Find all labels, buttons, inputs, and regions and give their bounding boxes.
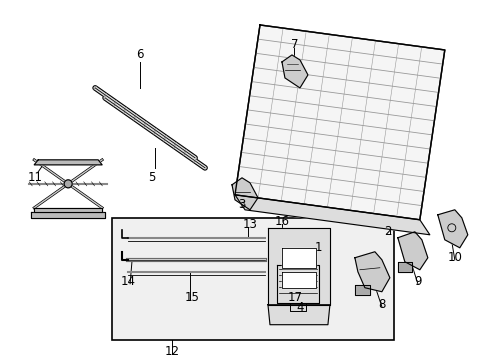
Text: 2: 2 [384, 225, 391, 238]
Polygon shape [235, 25, 444, 220]
Polygon shape [354, 252, 389, 292]
Polygon shape [34, 208, 102, 212]
Polygon shape [397, 232, 427, 270]
Text: 8: 8 [377, 298, 385, 311]
Polygon shape [267, 305, 329, 325]
Polygon shape [397, 262, 411, 272]
Polygon shape [34, 160, 102, 165]
Polygon shape [437, 210, 467, 248]
Polygon shape [282, 248, 315, 268]
Text: 10: 10 [447, 251, 461, 264]
Polygon shape [289, 303, 305, 311]
Text: 14: 14 [121, 275, 135, 288]
Text: 1: 1 [313, 241, 321, 254]
Text: 3: 3 [238, 198, 245, 211]
Text: 4: 4 [296, 301, 303, 314]
Polygon shape [235, 195, 429, 235]
Text: 7: 7 [291, 39, 298, 51]
Text: 6: 6 [136, 49, 143, 62]
Polygon shape [31, 212, 105, 218]
Bar [112, 218, 393, 340]
Text: 9: 9 [413, 275, 421, 288]
Text: 15: 15 [184, 291, 199, 304]
Text: 16: 16 [274, 215, 289, 228]
Text: 12: 12 [164, 345, 179, 358]
Circle shape [64, 180, 72, 188]
Polygon shape [231, 178, 258, 210]
Polygon shape [267, 228, 329, 305]
Text: 13: 13 [242, 218, 257, 231]
Polygon shape [282, 272, 315, 288]
Text: 11: 11 [28, 171, 42, 184]
Polygon shape [354, 285, 369, 295]
Text: 17: 17 [287, 291, 302, 304]
Text: 5: 5 [148, 171, 156, 184]
Polygon shape [276, 265, 318, 303]
Polygon shape [282, 55, 307, 88]
